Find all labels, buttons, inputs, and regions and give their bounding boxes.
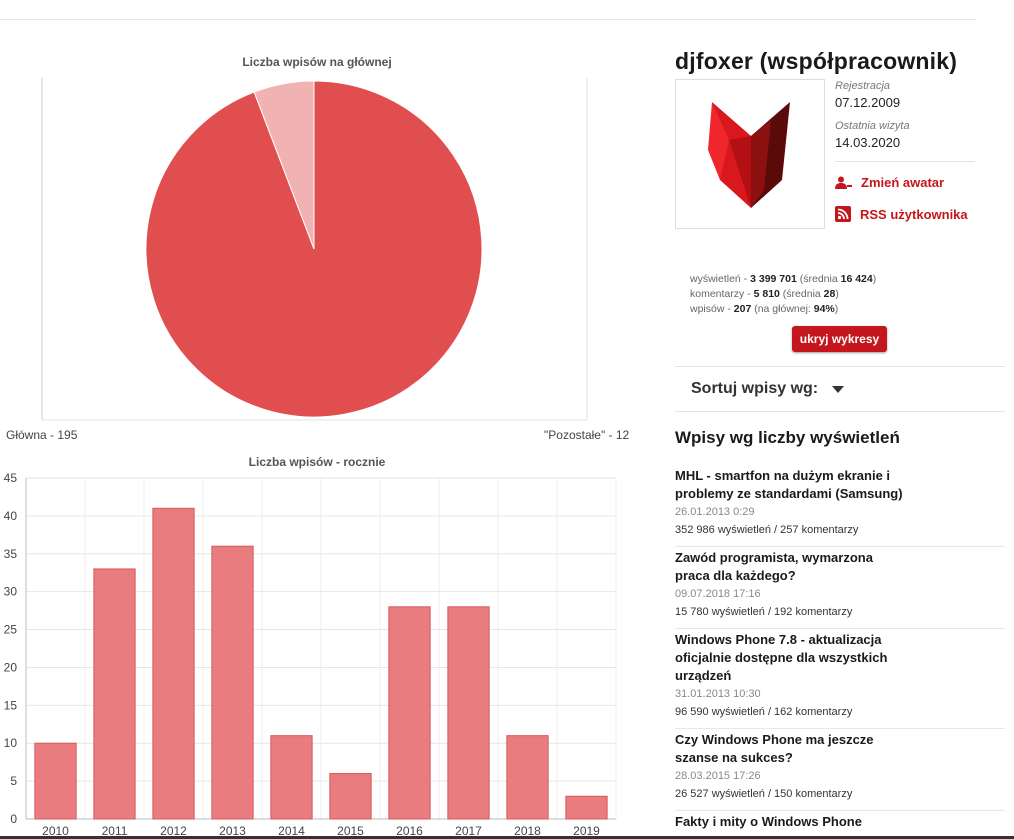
rss-label: RSS użytkownika	[860, 206, 968, 222]
post-date: 28.03.2015 17:26	[675, 770, 761, 782]
pie-slice-pozostałe	[253, 80, 315, 250]
y-tick-label: 20	[4, 660, 18, 674]
pie-label-other: "Pozostałe" - 12	[544, 428, 630, 442]
bar-2014	[270, 735, 313, 820]
bar-chart: 0 5 10 15 20 25 30 35 40 45 2010 2011 2012 2013 2014 2…	[4, 471, 617, 838]
bottom-border	[0, 836, 1014, 839]
y-tick-label: 25	[4, 623, 18, 637]
x-tick-label: 2010	[42, 824, 69, 838]
y-tick-label: 15	[4, 698, 18, 712]
rss-link[interactable]: RSS użytkownika	[835, 206, 968, 222]
profile-divider	[835, 161, 975, 162]
hide-charts-button[interactable]: ukryj wykresy	[792, 326, 887, 352]
bar-2015	[329, 773, 372, 820]
bar-2019	[565, 795, 608, 820]
y-tick-label: 35	[4, 547, 18, 561]
pie-chart-title: Liczba wpisów na głównej	[242, 55, 392, 69]
bar-2018	[506, 735, 549, 820]
section-title: Wpisy wg liczby wyświetleń	[675, 428, 900, 447]
bar-2010	[34, 742, 77, 820]
y-tick-label: 10	[4, 736, 18, 750]
post-title-link[interactable]: Fakty i mity o Windows Phone	[675, 814, 862, 829]
post-stats: 15 780 wyświetleń / 192 komentarzy	[675, 606, 853, 618]
list-item: Fakty i mity o Windows Phone	[675, 813, 1005, 831]
x-tick-label: 2014	[278, 824, 305, 838]
list-item: Windows Phone 7.8 - aktualizacja oficjal…	[675, 631, 1005, 718]
list-item: Zawód programista, wymarzona praca dla k…	[675, 549, 1005, 618]
list-item: MHL - smartfon na dużym ekranie i proble…	[675, 467, 1005, 536]
y-tick-label: 30	[4, 585, 18, 599]
bar-2012	[152, 507, 195, 820]
change-avatar-link[interactable]: Zmień awatar	[835, 175, 944, 190]
user-edit-icon	[835, 176, 852, 189]
fox-logo-icon	[708, 102, 790, 208]
post-date: 09.07.2018 17:16	[675, 588, 761, 600]
y-tick-label: 45	[4, 471, 18, 485]
pie-chart	[41, 78, 588, 421]
x-tick-label: 2016	[396, 824, 423, 838]
pie-label-main: Główna - 195	[6, 428, 78, 442]
x-tick-label: 2013	[219, 824, 246, 838]
y-tick-label: 0	[10, 812, 17, 826]
bar-2013	[211, 545, 254, 820]
post-title-link[interactable]: Windows Phone 7.8 - aktualizacja oficjal…	[675, 632, 888, 683]
avatar	[675, 79, 825, 229]
registration-date: 07.12.2009	[835, 95, 901, 110]
x-tick-label: 2019	[573, 824, 600, 838]
bar-2016	[388, 606, 431, 820]
post-title-link[interactable]: Zawód programista, wymarzona praca dla k…	[675, 550, 873, 583]
x-tick-label: 2012	[160, 824, 187, 838]
post-title-link[interactable]: MHL - smartfon na dużym ekranie i proble…	[675, 468, 903, 501]
bar-2011	[93, 568, 136, 820]
last-visit-label: Ostatnia wizyta	[835, 120, 910, 132]
change-avatar-label: Zmień awatar	[861, 175, 945, 190]
rss-icon	[835, 206, 851, 222]
stats-views: wyświetleń - 3 399 701 (średnia 16 424)	[690, 273, 877, 285]
y-tick-label: 40	[4, 509, 18, 523]
sort-bottom-divider	[675, 411, 1005, 412]
post-stats: 352 986 wyświetleń / 257 komentarzy	[675, 524, 859, 536]
x-tick-label: 2018	[514, 824, 541, 838]
stats-comments: komentarzy - 5 810 (średnia 28)	[690, 288, 839, 300]
post-divider	[675, 546, 1005, 547]
post-stats: 26 527 wyświetleń / 150 komentarzy	[675, 788, 853, 800]
x-tick-label: 2011	[102, 824, 128, 838]
list-item: Czy Windows Phone ma jeszcze szanse na s…	[675, 731, 1005, 800]
sort-top-divider	[675, 366, 1005, 367]
user-stats: wyświetleń - 3 399 701 (średnia 16 424) …	[690, 272, 876, 317]
bar-chart-title: Liczba wpisów - rocznie	[248, 455, 386, 469]
caret-down-icon	[832, 385, 845, 393]
post-date: 31.01.2013 10:30	[675, 688, 761, 700]
x-tick-label: 2017	[455, 824, 482, 838]
stats-posts: wpisów - 207 (na głównej: 94%)	[690, 303, 839, 315]
post-divider	[675, 728, 1005, 729]
post-date: 26.01.2013 0:29	[675, 506, 755, 518]
sort-dropdown[interactable]: Sortuj wpisy wg:	[691, 380, 845, 398]
post-title-link[interactable]: Czy Windows Phone ma jeszcze szanse na s…	[675, 732, 874, 765]
last-visit-date: 14.03.2020	[835, 135, 901, 150]
post-divider	[675, 628, 1005, 629]
sort-label: Sortuj wpisy wg:	[691, 380, 819, 397]
username-heading: djfoxer (współpracownik)	[675, 48, 958, 74]
post-stats: 96 590 wyświetleń / 162 komentarzy	[675, 706, 853, 718]
post-divider	[675, 810, 1005, 811]
y-tick-label: 5	[10, 774, 17, 788]
top-divider	[0, 19, 976, 20]
bar-2017	[447, 606, 490, 820]
x-tick-label: 2015	[337, 824, 364, 838]
registration-label: Rejestracja	[835, 80, 891, 92]
